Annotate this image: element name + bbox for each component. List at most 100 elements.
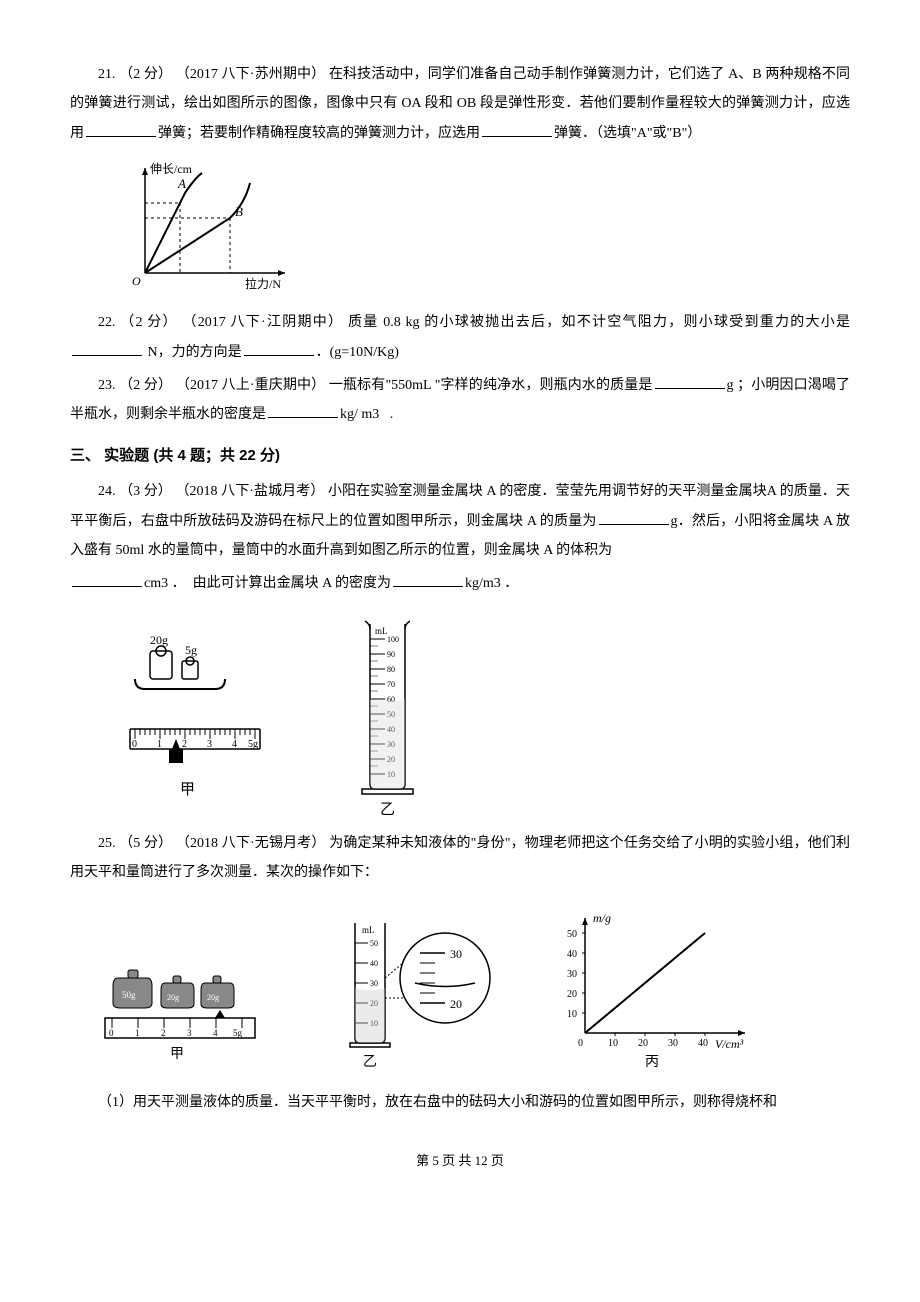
balance-jia: 20g 5g	[120, 629, 270, 819]
svg-text:2: 2	[182, 739, 187, 750]
svg-text:4: 4	[232, 739, 237, 750]
q22-text3: ．(g=10N/Kg)	[316, 345, 399, 360]
q23-blank1[interactable]	[655, 372, 725, 389]
svg-text:40: 40	[698, 1038, 708, 1049]
svg-text:mL: mL	[362, 925, 375, 935]
svg-text:5g: 5g	[248, 739, 258, 750]
svg-text:20: 20	[638, 1038, 648, 1049]
q24-number: 24.	[98, 484, 116, 499]
q25-jia-label: 甲	[170, 1047, 184, 1062]
q21-text2: 弹簧；若要制作精确程度较高的弹簧测力计，应选用	[158, 126, 480, 141]
svg-text:100: 100	[387, 635, 399, 644]
q21-text3: 弹簧．（选填"A"或"B"）	[554, 126, 701, 141]
svg-text:mL: mL	[375, 626, 388, 636]
q24-figures: 20g 5g	[120, 609, 850, 819]
q25-figures: 50g 20g 20g 0 1 2 3 4 5g 甲	[100, 908, 850, 1068]
svg-text:30: 30	[370, 979, 378, 988]
curve-b-label: B	[235, 204, 243, 219]
svg-text:10: 10	[608, 1038, 618, 1049]
q21-source: （2017 八下·苏州期中）	[176, 67, 325, 82]
q22-blank1[interactable]	[72, 339, 142, 356]
q24-text4: kg/m3 ．	[465, 576, 518, 591]
question-24-cont: cm3 ． 由此可计算出金属块 A 的密度为 kg/m3 ．	[70, 569, 850, 598]
q24-points: （3 分）	[119, 484, 172, 499]
q22-text1: 质量 0.8 kg 的小球被抛出去后，如不计空气阻力，则小球受到重力的大小是	[348, 315, 850, 330]
svg-text:3: 3	[207, 739, 212, 750]
svg-text:0: 0	[578, 1038, 583, 1049]
q22-text2: N，力的方向是	[144, 345, 242, 360]
q25-cylinder-yi: mL 50 40 30 20 10 30 20 乙	[335, 908, 505, 1068]
svg-text:90: 90	[387, 650, 395, 659]
q24-text3: cm3 ． 由此可计算出金属块 A 的密度为	[144, 576, 391, 591]
weight-50g: 50g	[113, 970, 152, 1008]
cylinder-yi: mL 100 90 80 70 60 50 40 30 20 10 乙	[350, 609, 430, 819]
q25-points: （5 分）	[119, 836, 172, 851]
svg-text:50: 50	[370, 939, 378, 948]
svg-text:5g: 5g	[233, 1028, 243, 1038]
svg-text:20: 20	[567, 989, 577, 1000]
svg-text:0: 0	[132, 739, 137, 750]
svg-text:1: 1	[157, 739, 162, 750]
q22-blank2[interactable]	[244, 339, 314, 356]
svg-text:40: 40	[370, 959, 378, 968]
q25-source: （2018 八下·无锡月考）	[176, 836, 326, 851]
svg-text:20g: 20g	[167, 993, 179, 1002]
q23-text1: 一瓶标有"550mL "字样的纯净水，则瓶内水的质量是	[329, 378, 653, 393]
q22-number: 22.	[98, 315, 116, 330]
svg-text:3: 3	[187, 1028, 192, 1038]
question-22: 22. （2 分） （2017 八下·江阴期中） 质量 0.8 kg 的小球被抛…	[70, 308, 850, 367]
question-21: 21. （2 分） （2017 八下·苏州期中） 在科技活动中，同学们准备自己动…	[70, 60, 850, 148]
q23-source: （2017 八上·重庆期中）	[176, 378, 325, 393]
weight-5g-label: 5g	[185, 643, 197, 657]
svg-text:0: 0	[109, 1028, 114, 1038]
q22-source: （2017 八下·江阴期中）	[183, 315, 344, 330]
q23-blank2[interactable]	[268, 402, 338, 419]
q23-points: （2 分）	[119, 378, 172, 393]
curve-a-label: A	[177, 176, 186, 191]
question-23: 23. （2 分） （2017 八上·重庆期中） 一瓶标有"550mL "字样的…	[70, 371, 850, 430]
ruler-ticks	[135, 729, 255, 739]
y-axis-label: 伸长/cm	[150, 162, 193, 176]
q23-number: 23.	[98, 378, 116, 393]
svg-text:30: 30	[668, 1038, 678, 1049]
y-axis-label-m: m/g	[593, 911, 611, 925]
svg-text:50g: 50g	[122, 990, 136, 1000]
q21-blank1[interactable]	[86, 120, 156, 137]
question-25-sub1: （1）用天平测量液体的质量．当天平平衡时，放在右盘中的砝码大小和游码的位置如图甲…	[70, 1088, 850, 1117]
svg-text:10: 10	[567, 1009, 577, 1020]
jia-label: 甲	[180, 782, 195, 798]
q25-balance-jia: 50g 20g 20g 0 1 2 3 4 5g 甲	[100, 918, 295, 1068]
svg-text:80: 80	[387, 665, 395, 674]
section-3-title: 三、 实验题 (共 4 题；共 22 分)	[70, 440, 850, 472]
q24-blank1[interactable]	[599, 508, 669, 525]
q21-points: （2 分）	[119, 67, 172, 82]
weight-20g-1: 20g	[161, 976, 194, 1008]
weight-20g-label: 20g	[150, 633, 168, 647]
q21-figure: 伸长/cm 拉力/N O A B	[120, 158, 850, 298]
svg-text:20: 20	[450, 997, 462, 1011]
q24-blank2[interactable]	[72, 571, 142, 588]
svg-text:50: 50	[567, 929, 577, 940]
svg-text:30: 30	[567, 969, 577, 980]
q21-blank2[interactable]	[482, 120, 552, 137]
x-axis-label: 拉力/N	[245, 276, 281, 291]
q22-points: （2 分）	[120, 315, 178, 330]
svg-text:40: 40	[567, 949, 577, 960]
svg-text:20g: 20g	[207, 993, 219, 1002]
spring-chart: 伸长/cm 拉力/N O A B	[120, 158, 300, 298]
question-25: 25. （5 分） （2018 八下·无锡月考） 为确定某种未知液体的"身份"，…	[70, 829, 850, 888]
x-axis-label-v: V/cm³	[715, 1037, 744, 1051]
q23-text3: kg/ m3 .	[340, 407, 393, 422]
svg-text:2: 2	[161, 1028, 166, 1038]
question-24: 24. （3 分） （2018 八下·盐城月考） 小阳在实验室测量金属块 A 的…	[70, 477, 850, 565]
q25-sub1-text: （1）用天平测量液体的质量．当天平平衡时，放在右盘中的砝码大小和游码的位置如图甲…	[98, 1095, 777, 1110]
q25-number: 25.	[98, 836, 116, 851]
q25-bing-label: 丙	[645, 1055, 659, 1068]
q24-blank3[interactable]	[393, 571, 463, 588]
origin-label: O	[132, 274, 141, 288]
weight-20g-2: 20g	[201, 976, 234, 1008]
svg-text:4: 4	[213, 1028, 218, 1038]
yi-label: 乙	[380, 802, 395, 818]
q25-chart-bing: m/g V/cm³ 10 20 30 40 50 0 10 20 30 40 丙	[545, 908, 765, 1068]
q21-number: 21.	[98, 67, 116, 82]
